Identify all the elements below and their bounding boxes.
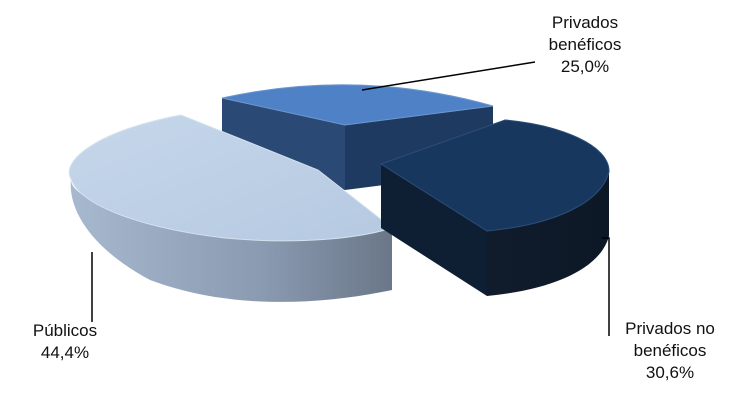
slice-privados-no-beneficos	[379, 119, 610, 296]
leader-line-privados-no-beneficos	[602, 237, 610, 336]
data-label-privados-no-beneficos: Privados no benéficos 30,6%	[625, 319, 715, 382]
data-label-publicos: Públicos 44,4%	[32, 321, 98, 362]
leader-line-privados-beneficos	[361, 61, 536, 91]
slice-publicos	[68, 114, 394, 302]
data-label-privados-beneficos: Privados benéficos 25,0%	[548, 13, 622, 76]
